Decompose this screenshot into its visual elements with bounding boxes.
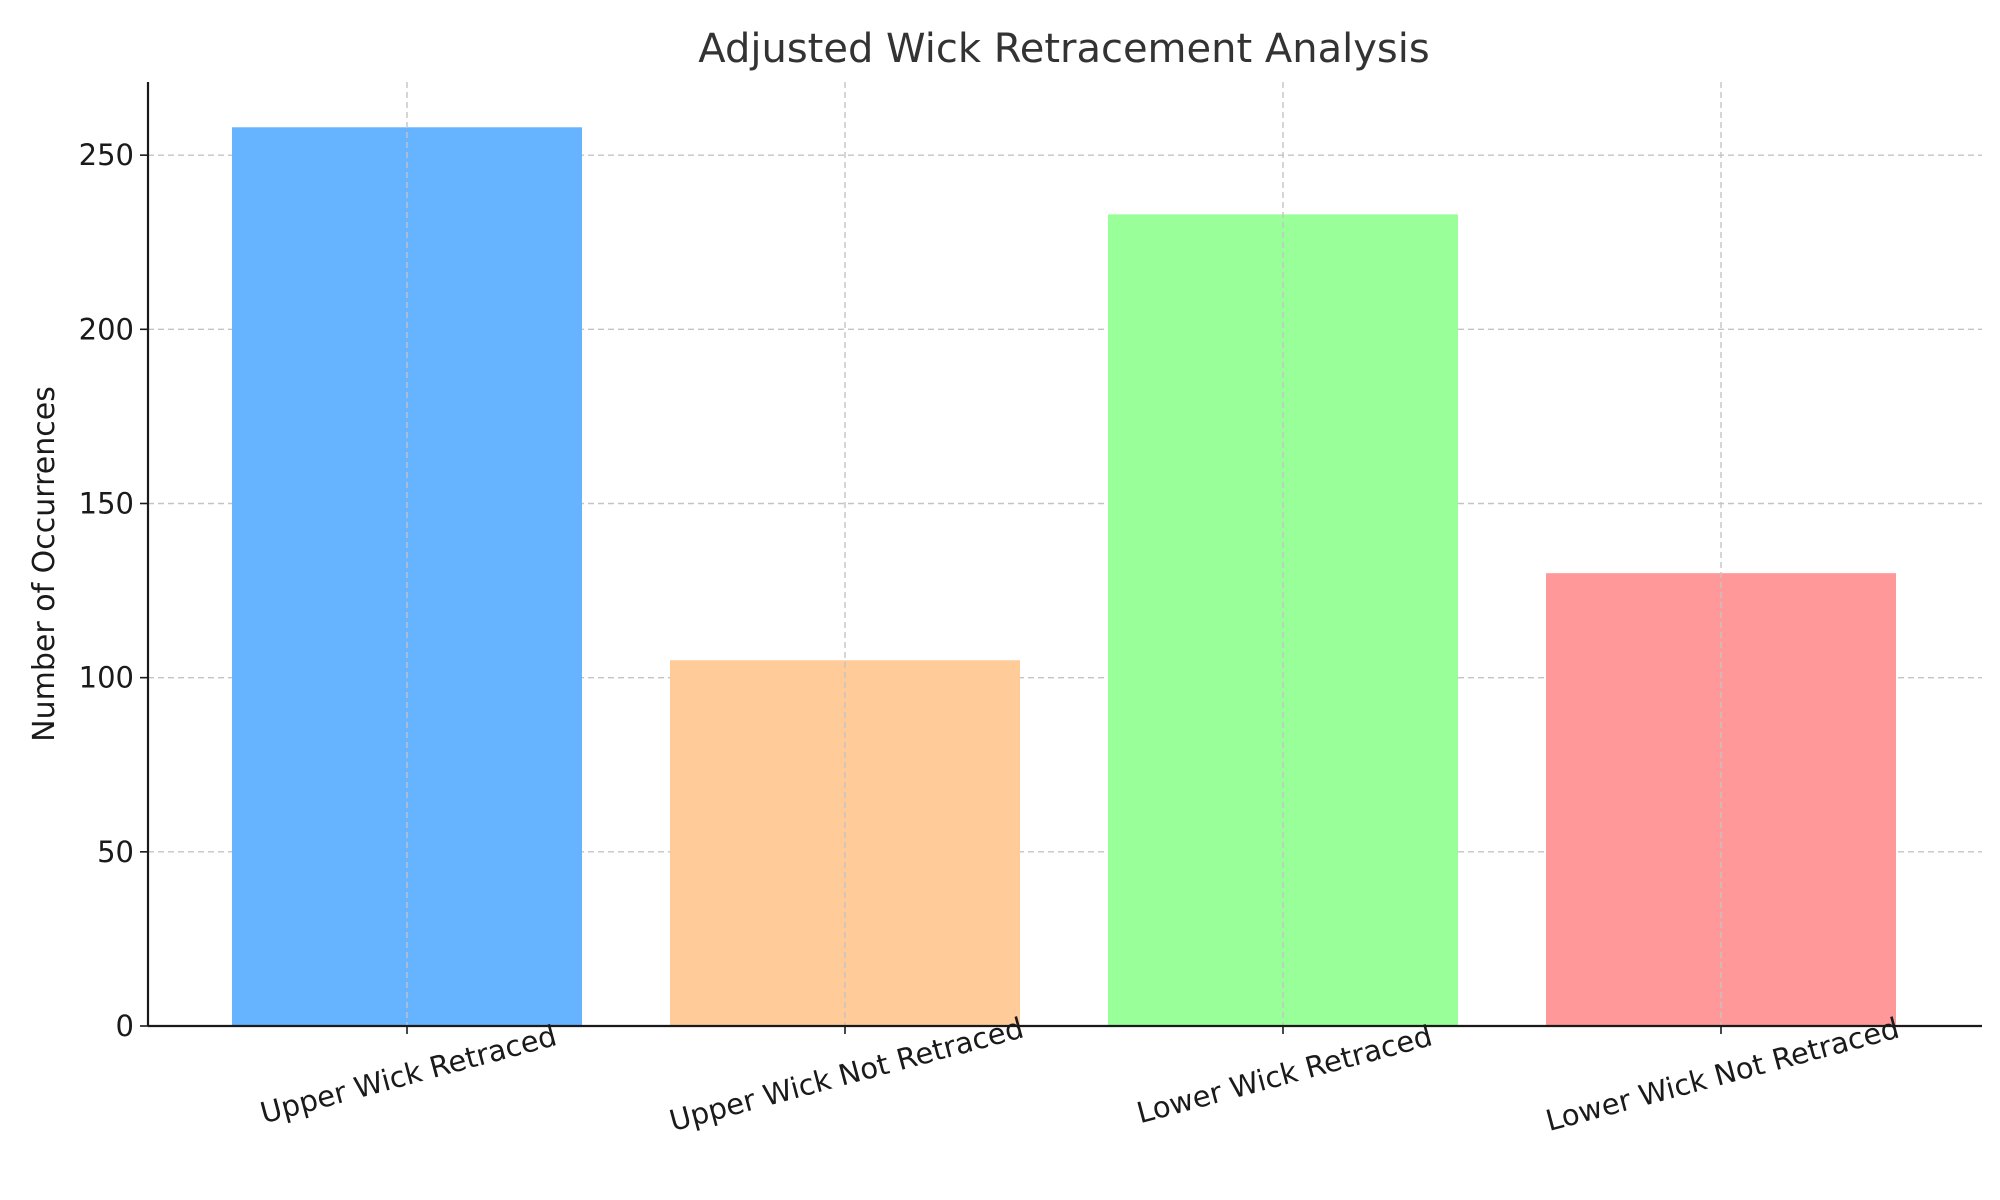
y-tick-label: 100: [79, 661, 134, 695]
y-ticks: 0 50 100 150 200 250: [79, 138, 148, 1043]
y-tick-label: 200: [79, 312, 134, 346]
bar-lower-wick-not-retraced: [1546, 573, 1896, 1026]
y-tick-label: 250: [79, 138, 134, 172]
y-tick-label: 150: [79, 486, 134, 520]
chart-title: Adjusted Wick Retracement Analysis: [698, 26, 1429, 72]
bar-lower-wick-retraced: [1108, 214, 1458, 1026]
vertical-grid: [406, 82, 1722, 1026]
y-axis-label: Number of Occurrences: [27, 386, 62, 742]
axes: [146, 82, 1982, 1028]
y-tick-label: 50: [97, 835, 134, 869]
bars: [232, 127, 1896, 1027]
y-tick-label: 0: [116, 1009, 134, 1043]
